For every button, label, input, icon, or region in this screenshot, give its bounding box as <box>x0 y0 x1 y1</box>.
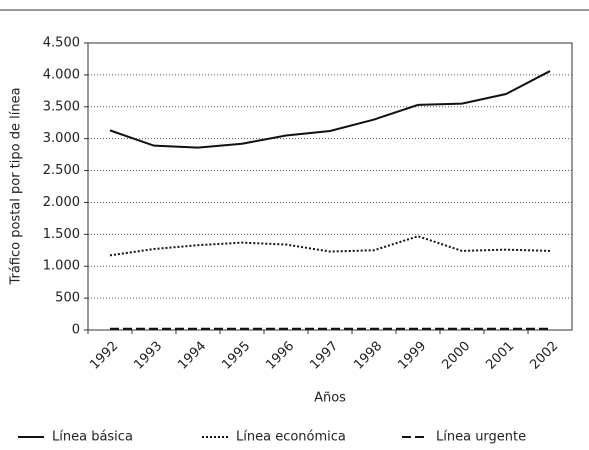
y-axis-label: Tráfico postal por tipo de línea <box>9 87 24 285</box>
plot-frame <box>87 42 573 331</box>
x-tick-label: 1992 <box>87 339 121 373</box>
y-tick-label: 1.000 <box>43 259 80 274</box>
x-axis-label: Años <box>314 391 346 406</box>
x-tick-label: 1998 <box>351 339 385 373</box>
x-tick-label: 1997 <box>307 339 341 373</box>
legend-label: Línea económica <box>236 430 346 445</box>
x-tick-label: 2002 <box>527 339 561 373</box>
legend-label: Línea básica <box>52 430 133 445</box>
x-tick-label: 1999 <box>395 339 429 373</box>
y-tick-label: 1.500 <box>43 227 80 242</box>
y-tick-label: 2.000 <box>43 195 80 210</box>
y-tick-label: 3.500 <box>43 99 80 114</box>
x-tick-label: 2001 <box>483 339 517 373</box>
legend-label: Línea urgente <box>436 430 526 445</box>
y-tick-label: 500 <box>55 291 80 306</box>
x-tick-label: 1993 <box>131 339 165 373</box>
y-tick-label: 4.500 <box>43 36 80 51</box>
x-tick-label: 1995 <box>219 339 253 373</box>
x-tick-label: 2000 <box>439 339 473 373</box>
series-line <box>109 70 551 149</box>
y-tick-label: 2.500 <box>43 163 80 178</box>
y-tick-label: 0 <box>72 323 80 338</box>
series-line <box>109 235 551 257</box>
y-tick-label: 4.000 <box>43 67 80 82</box>
y-tick-label: 3.000 <box>43 131 80 146</box>
x-tick-label: 1996 <box>263 339 297 373</box>
x-tick-label: 1994 <box>175 339 209 373</box>
